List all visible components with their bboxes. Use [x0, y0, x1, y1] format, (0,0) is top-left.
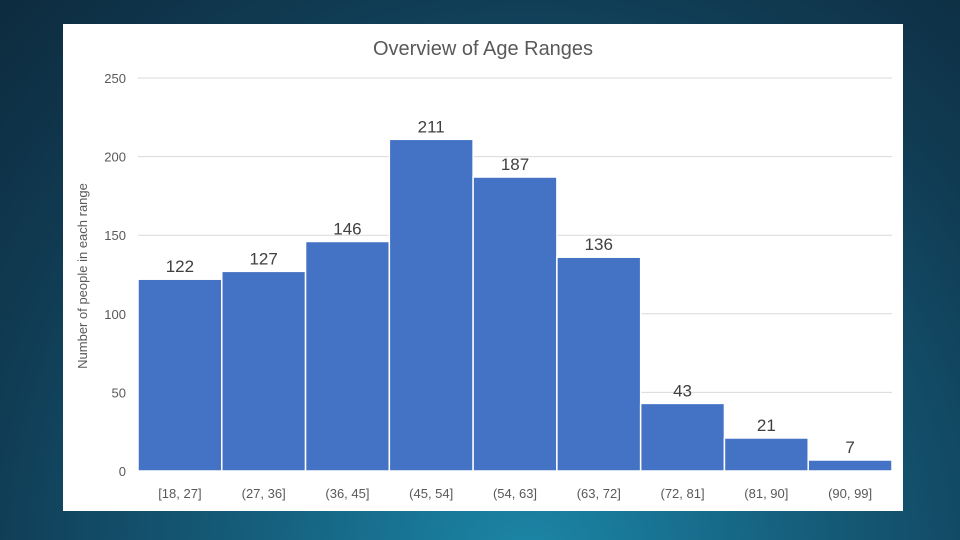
bar	[556, 256, 642, 472]
data-label: 127	[249, 249, 277, 268]
y-tick-label: 100	[104, 307, 126, 322]
bar	[807, 459, 893, 472]
bar	[388, 138, 474, 472]
bar	[137, 278, 223, 472]
bar	[221, 270, 307, 472]
y-tick-label: 0	[119, 464, 126, 479]
bar	[639, 402, 726, 472]
chart-card: Overview of Age Ranges Number of people …	[63, 24, 903, 511]
y-tick-labels-layer: 0 50 100 150 200 250	[104, 71, 126, 479]
x-tick-label: (81, 90]	[744, 486, 788, 501]
y-tick-label: 250	[104, 71, 126, 86]
bar	[472, 176, 558, 472]
bar	[723, 437, 809, 472]
x-tick-label: [18, 27]	[158, 486, 201, 501]
y-tick-label: 50	[112, 385, 126, 400]
data-label: 146	[333, 219, 361, 238]
y-tick-label: 200	[104, 150, 126, 165]
histogram-chart: Overview of Age Ranges Number of people …	[75, 38, 893, 501]
x-tick-label: (54, 63]	[493, 486, 537, 501]
x-tick-labels-layer: [18, 27] (27, 36] (36, 45] (45, 54] (54, 63]…	[158, 486, 872, 501]
data-label: 43	[673, 381, 692, 400]
data-labels-layer: 122 127 146 211 187 136 43 21 7	[166, 117, 855, 457]
y-axis-label: Number of people in each range	[75, 183, 90, 369]
bars-layer	[137, 138, 893, 472]
data-label: 211	[418, 117, 445, 136]
x-tick-label: (72, 81]	[661, 486, 705, 501]
x-tick-label: (45, 54]	[409, 486, 453, 501]
data-label: 7	[845, 438, 854, 457]
x-tick-label: (36, 45]	[325, 486, 369, 501]
bar	[304, 240, 391, 472]
chart-title: Overview of Age Ranges	[373, 38, 593, 60]
data-label: 122	[166, 257, 194, 276]
data-label: 187	[501, 155, 529, 174]
x-tick-label: (27, 36]	[242, 486, 286, 501]
data-label: 136	[585, 235, 613, 254]
y-tick-label: 150	[104, 228, 126, 243]
x-tick-label: (90, 99]	[828, 486, 872, 501]
data-label: 21	[757, 416, 776, 435]
x-tick-label: (63, 72]	[577, 486, 621, 501]
